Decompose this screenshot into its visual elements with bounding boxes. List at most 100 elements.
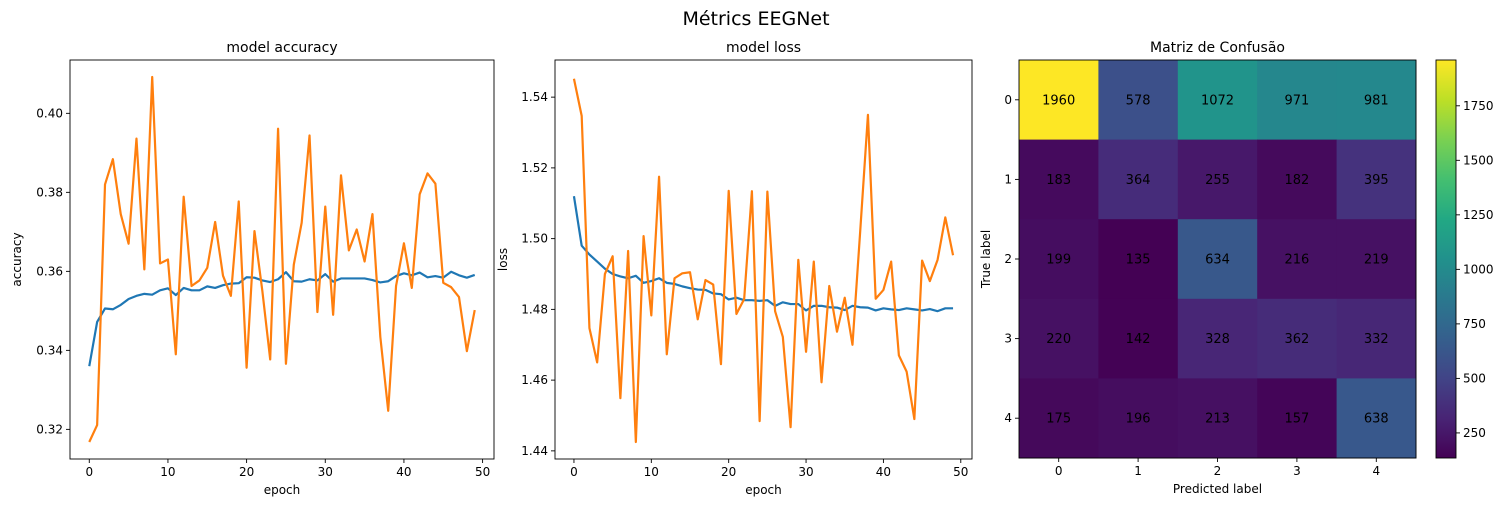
cell-value: 142 [1126, 332, 1151, 347]
matrix-cell [1177, 60, 1258, 141]
matrix-cell [1257, 219, 1338, 300]
colorbar-tick-label: 1000 [1463, 262, 1494, 276]
matrix-cell [1019, 298, 1099, 379]
matrix-cell [1019, 60, 1099, 141]
chart-title: Matriz de Confusão [1150, 40, 1285, 56]
x-axis-label: Predicted label [1173, 482, 1262, 496]
matrix-cell [1098, 139, 1179, 220]
x-tick-label: 40 [396, 465, 411, 479]
y-tick-label: 1.50 [521, 232, 548, 246]
axes-frame [69, 59, 495, 460]
axes-frame [554, 59, 973, 460]
y-tick-label: 2 [1004, 252, 1012, 266]
cell-value: 364 [1126, 173, 1151, 188]
x-tick-label: 20 [239, 465, 254, 479]
matrix-cell [1257, 378, 1338, 459]
y-tick-label: 0.32 [36, 422, 63, 436]
y-tick-label: 1.46 [521, 373, 548, 387]
cell-value: 981 [1364, 93, 1389, 108]
y-tick-label: 0.34 [36, 343, 63, 357]
cell-value: 220 [1046, 332, 1071, 347]
y-tick-label: 3 [1004, 332, 1012, 346]
matrix-cell [1336, 60, 1417, 141]
cell-value: 638 [1364, 412, 1389, 427]
y-tick-label: 1.54 [521, 90, 548, 104]
matrix-cell [1019, 378, 1099, 459]
matrix-cell [1177, 378, 1258, 459]
y-tick-label: 0.38 [36, 185, 63, 199]
cell-value: 213 [1205, 412, 1230, 427]
cell-value: 1960 [1042, 93, 1075, 108]
matrix-cell [1177, 298, 1258, 379]
colorbar-tick-label: 250 [1463, 426, 1486, 440]
x-tick-label: 50 [953, 465, 968, 479]
y-tick-label: 4 [1004, 411, 1012, 425]
colorbar-tick-label: 750 [1463, 317, 1486, 331]
series-line-2 [88, 75, 476, 443]
x-axis-label: epoch [745, 483, 782, 497]
chart-title: model accuracy [226, 40, 337, 56]
cell-value: 362 [1284, 332, 1309, 347]
matrix-cell [1177, 219, 1258, 300]
x-tick-label: 1 [1134, 464, 1142, 478]
y-tick-label: 1.52 [521, 161, 548, 175]
matrix-cell [1336, 139, 1417, 220]
y-axis-label: True label [979, 230, 993, 289]
x-tick-label: 40 [876, 465, 891, 479]
y-tick-label: 1 [1004, 172, 1012, 186]
y-tick-label: 0.36 [36, 264, 63, 278]
matrix-cell [1098, 298, 1179, 379]
colorbar-tick-label: 1250 [1463, 208, 1494, 222]
matrix-cell [1098, 60, 1179, 141]
x-tick-label: 20 [721, 465, 736, 479]
colorbar-tick-label: 1750 [1463, 99, 1494, 113]
accuracy-chart: 0 10 20 30 40 50 0.32 0.34 0.36 0.38 0.40 model acc… [10, 40, 495, 497]
x-tick-label: 30 [318, 465, 333, 479]
y-tick-label: 1.48 [521, 302, 548, 316]
colorbar-tick-label: 500 [1463, 371, 1486, 385]
matrix-cell [1098, 378, 1179, 459]
x-tick-label: 0 [85, 465, 93, 479]
cell-value: 328 [1205, 332, 1230, 347]
chart-title: model loss [726, 40, 801, 56]
series-line-2 [572, 78, 955, 444]
x-tick-label: 30 [798, 465, 813, 479]
cell-value: 255 [1205, 173, 1230, 188]
cell-value: 332 [1364, 332, 1389, 347]
loss-chart: 0 10 20 30 40 50 1.44 1.46 1.48 1.50 1.52 1.54 model… [496, 40, 973, 497]
cell-value: 199 [1046, 253, 1071, 268]
matrix-cell [1336, 378, 1417, 459]
matrix-cell [1336, 219, 1417, 300]
matrix-cell [1257, 60, 1338, 141]
matrix-cell [1257, 139, 1338, 220]
cell-value: 634 [1205, 253, 1230, 268]
cell-value: 183 [1046, 173, 1071, 188]
cell-value: 219 [1364, 253, 1389, 268]
x-tick-label: 10 [160, 465, 175, 479]
x-tick-label: 3 [1293, 464, 1301, 478]
matrix-cell [1098, 219, 1179, 300]
colorbar-frame [1435, 59, 1457, 459]
y-tick-label: 1.44 [521, 444, 548, 458]
cell-value: 175 [1046, 412, 1071, 427]
y-tick-label: 0.40 [36, 106, 63, 120]
x-tick-label: 0 [570, 465, 578, 479]
x-axis-label: epoch [264, 483, 301, 497]
x-tick-label: 2 [1214, 464, 1222, 478]
x-tick-label: 4 [1372, 464, 1380, 478]
colorbar-tick-label: 1500 [1463, 153, 1494, 167]
x-tick-label: 10 [644, 465, 659, 479]
matrix-cell [1257, 298, 1338, 379]
matrix-cell [1336, 298, 1417, 379]
cell-value: 578 [1126, 93, 1151, 108]
cell-value: 182 [1284, 173, 1309, 188]
colorbar [1436, 60, 1456, 458]
cell-value: 196 [1126, 412, 1151, 427]
cell-value: 216 [1284, 253, 1309, 268]
cell-value: 157 [1284, 412, 1309, 427]
y-axis-label: loss [496, 248, 510, 271]
y-tick-label: 0 [1004, 93, 1012, 107]
cell-value: 971 [1284, 93, 1309, 108]
